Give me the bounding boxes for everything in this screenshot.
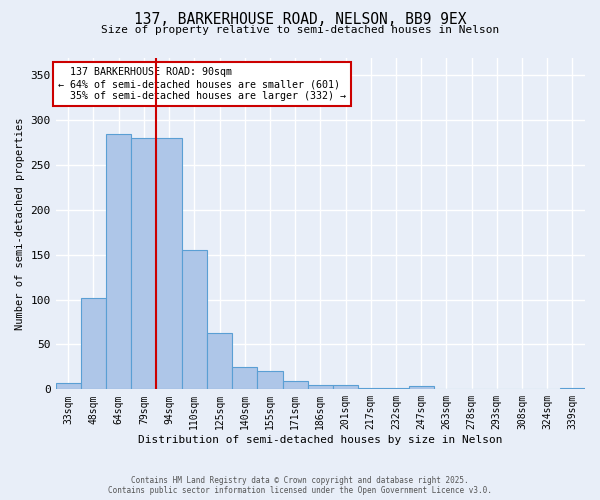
Bar [81, 298, 106, 390]
Text: 137 BARKERHOUSE ROAD: 90sqm
← 64% of semi-detached houses are smaller (601)
  35: 137 BARKERHOUSE ROAD: 90sqm ← 64% of sem… [58, 68, 346, 100]
Text: Contains HM Land Registry data © Crown copyright and database right 2025.
Contai: Contains HM Land Registry data © Crown c… [108, 476, 492, 495]
Text: Size of property relative to semi-detached houses in Nelson: Size of property relative to semi-detach… [101, 25, 499, 35]
Bar [207, 333, 232, 390]
Bar [56, 383, 81, 390]
Bar [308, 385, 333, 390]
Text: 137, BARKERHOUSE ROAD, NELSON, BB9 9EX: 137, BARKERHOUSE ROAD, NELSON, BB9 9EX [134, 12, 466, 28]
X-axis label: Distribution of semi-detached houses by size in Nelson: Distribution of semi-detached houses by … [138, 435, 503, 445]
Bar [157, 138, 182, 390]
Bar [257, 372, 283, 390]
Bar [106, 134, 131, 390]
Bar [358, 388, 383, 390]
Y-axis label: Number of semi-detached properties: Number of semi-detached properties [15, 117, 25, 330]
Bar [283, 382, 308, 390]
Bar [383, 388, 409, 390]
Bar [182, 250, 207, 390]
Bar [131, 138, 157, 390]
Bar [232, 367, 257, 390]
Bar [409, 386, 434, 390]
Bar [560, 388, 585, 390]
Bar [333, 385, 358, 390]
